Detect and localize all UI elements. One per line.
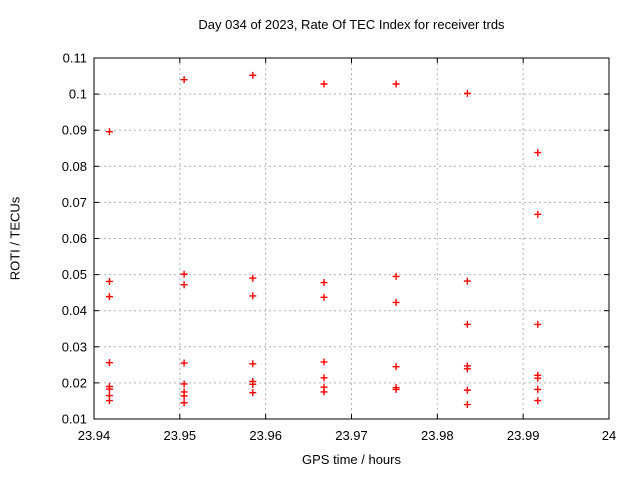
data-point-marker bbox=[180, 270, 188, 278]
y-tick-label: 0.04 bbox=[62, 303, 87, 318]
data-point-marker bbox=[249, 274, 257, 282]
data-point-marker bbox=[463, 277, 471, 285]
data-point-marker bbox=[320, 293, 328, 301]
data-point-marker bbox=[320, 358, 328, 366]
data-point-marker bbox=[180, 76, 188, 84]
x-tick-label: 23.95 bbox=[164, 428, 197, 443]
data-point-marker bbox=[463, 386, 471, 394]
x-tick-label: 23.99 bbox=[507, 428, 540, 443]
y-tick-label: 0.01 bbox=[62, 412, 87, 427]
data-point-marker bbox=[105, 385, 113, 393]
data-point-marker bbox=[534, 320, 542, 328]
data-point-marker bbox=[320, 80, 328, 88]
data-point-marker bbox=[249, 389, 257, 397]
data-point-marker bbox=[463, 365, 471, 373]
x-tick-label: 23.94 bbox=[78, 428, 111, 443]
y-tick-label: 0.02 bbox=[62, 375, 87, 390]
data-point-marker bbox=[463, 89, 471, 97]
data-point-marker bbox=[249, 360, 257, 368]
data-point-marker bbox=[320, 374, 328, 382]
data-point-marker bbox=[105, 293, 113, 301]
chart-title: Day 034 of 2023, Rate Of TEC Index for r… bbox=[198, 17, 505, 32]
y-tick-label: 0.1 bbox=[69, 87, 87, 102]
y-tick-label: 0.03 bbox=[62, 339, 87, 354]
data-point-marker bbox=[534, 385, 542, 393]
data-point-marker bbox=[392, 363, 400, 371]
y-tick-label: 0.06 bbox=[62, 231, 87, 246]
data-point-marker bbox=[249, 292, 257, 300]
data-point-marker bbox=[180, 281, 188, 289]
data-point-marker bbox=[249, 380, 257, 388]
data-point-marker bbox=[463, 401, 471, 409]
data-point-marker bbox=[180, 399, 188, 407]
data-point-marker bbox=[320, 279, 328, 287]
y-tick-label: 0.11 bbox=[63, 51, 87, 66]
data-point-marker bbox=[105, 359, 113, 367]
data-point-marker bbox=[392, 80, 400, 88]
data-point-marker bbox=[463, 320, 471, 328]
data-point-marker bbox=[249, 71, 257, 79]
x-tick-label: 23.98 bbox=[421, 428, 454, 443]
x-axis-label: GPS time / hours bbox=[302, 452, 401, 467]
x-tick-label: 23.97 bbox=[335, 428, 368, 443]
data-point-marker bbox=[534, 374, 542, 382]
y-tick-label: 0.07 bbox=[62, 195, 87, 210]
y-tick-label: 0.09 bbox=[62, 123, 87, 138]
data-point-marker bbox=[105, 128, 113, 136]
data-point-marker bbox=[534, 397, 542, 405]
data-point-marker bbox=[392, 272, 400, 280]
data-point-marker bbox=[180, 359, 188, 367]
data-point-marker bbox=[105, 277, 113, 285]
data-point-marker bbox=[392, 298, 400, 306]
x-tick-label: 23.96 bbox=[249, 428, 282, 443]
data-point-marker bbox=[180, 392, 188, 400]
x-tick-label: 24 bbox=[602, 428, 616, 443]
data-point-marker bbox=[392, 385, 400, 393]
data-point-marker bbox=[534, 149, 542, 157]
data-point-marker bbox=[105, 397, 113, 405]
data-point-marker bbox=[534, 210, 542, 218]
data-point-marker bbox=[320, 388, 328, 396]
y-tick-label: 0.08 bbox=[62, 159, 87, 174]
y-tick-label: 0.05 bbox=[62, 267, 87, 282]
data-point-marker bbox=[180, 380, 188, 388]
